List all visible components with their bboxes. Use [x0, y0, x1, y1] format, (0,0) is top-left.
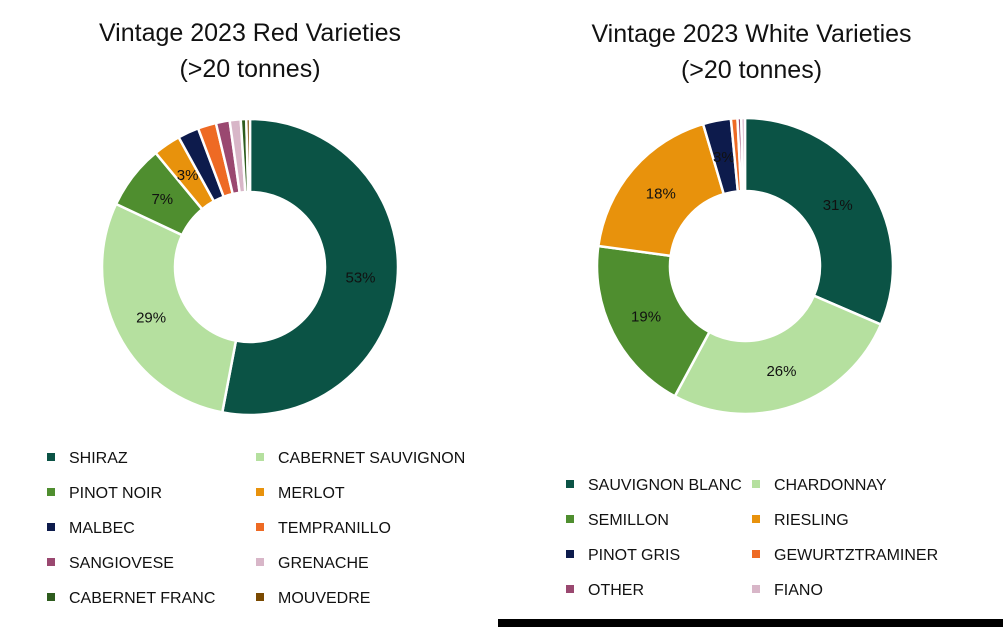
legend-swatch — [256, 523, 264, 531]
slice-label-sauvignon-blanc: 31% — [823, 197, 853, 214]
legend-label: MERLOT — [278, 485, 345, 502]
legend-swatch — [752, 550, 760, 558]
legend-item-cabernet-sauvignon: CABERNET SAUVIGNON — [256, 449, 465, 469]
legend-label: SHIRAZ — [69, 450, 128, 467]
legend-label: SEMILLON — [588, 512, 669, 529]
legend-label: CABERNET FRANC — [69, 590, 215, 607]
slice-fiano — [741, 118, 745, 191]
legend-item-other: OTHER — [566, 581, 644, 601]
legend-label: OTHER — [588, 582, 644, 599]
legend-label: GRENACHE — [278, 555, 369, 572]
legend-label: CHARDONNAY — [774, 477, 887, 494]
legend-swatch — [47, 558, 55, 566]
legend-item-malbec: MALBEC — [47, 519, 135, 539]
legend-label: PINOT GRIS — [588, 547, 680, 564]
legend-swatch — [256, 488, 264, 496]
slice-label-pinot-gris: 3% — [713, 149, 735, 166]
legend-label: SANGIOVESE — [69, 555, 174, 572]
legend-swatch — [752, 480, 760, 488]
bottom-rule — [498, 619, 1003, 627]
legend-swatch — [47, 453, 55, 461]
legend-swatch — [752, 515, 760, 523]
red-donut-chart: 53%29%7%3% — [0, 0, 500, 440]
legend-item-shiraz: SHIRAZ — [47, 449, 128, 469]
legend-swatch — [256, 453, 264, 461]
legend-item-pinot-gris: PINOT GRIS — [566, 546, 680, 566]
legend-swatch — [256, 593, 264, 601]
slice-label-pinot-noir: 7% — [151, 191, 173, 208]
legend-label: GEWURTZTRAMINER — [774, 547, 938, 564]
slice-cabernet-sauvignon — [102, 204, 236, 412]
legend-label: FIANO — [774, 582, 823, 599]
slice-label-shiraz: 53% — [345, 269, 375, 286]
white-varieties-panel: Vintage 2023 White Varieties (>20 tonnes… — [500, 0, 1003, 627]
slice-label-chardonnay: 26% — [766, 363, 796, 380]
legend-item-riesling: RIESLING — [752, 511, 849, 531]
red-varieties-panel: Vintage 2023 Red Varieties (>20 tonnes) … — [0, 0, 500, 627]
legend-swatch — [566, 585, 574, 593]
legend-label: MOUVEDRE — [278, 590, 370, 607]
legend-item-merlot: MERLOT — [256, 484, 345, 504]
legend-item-mouvedre: MOUVEDRE — [256, 589, 370, 609]
slice-mouvedre — [246, 119, 250, 192]
legend-item-semillon: SEMILLON — [566, 511, 669, 531]
legend-item-sauvignon-blanc: SAUVIGNON BLANC — [566, 476, 742, 496]
legend-label: MALBEC — [69, 520, 135, 537]
legend-swatch — [566, 480, 574, 488]
legend-swatch — [47, 488, 55, 496]
legend-item-grenache: GRENACHE — [256, 554, 369, 574]
legend-swatch — [566, 550, 574, 558]
legend-item-sangiovese: SANGIOVESE — [47, 554, 174, 574]
legend-swatch — [47, 523, 55, 531]
legend-item-gewurtztraminer: GEWURTZTRAMINER — [752, 546, 938, 566]
legend-swatch — [566, 515, 574, 523]
slice-label-riesling: 18% — [646, 186, 676, 203]
slice-label-semillon: 19% — [631, 308, 661, 325]
legend-item-fiano: FIANO — [752, 581, 823, 601]
legend-label: CABERNET SAUVIGNON — [278, 450, 465, 467]
slice-label-cabernet-sauvignon: 29% — [136, 309, 166, 326]
slice-chardonnay — [675, 296, 881, 414]
legend-item-cabernet-franc: CABERNET FRANC — [47, 589, 215, 609]
slice-sauvignon-blanc — [745, 118, 893, 325]
legend-swatch — [47, 593, 55, 601]
legend-item-chardonnay: CHARDONNAY — [752, 476, 887, 496]
legend-label: TEMPRANILLO — [278, 520, 391, 537]
legend-swatch — [256, 558, 264, 566]
legend-item-tempranillo: TEMPRANILLO — [256, 519, 391, 539]
legend-label: PINOT NOIR — [69, 485, 162, 502]
legend-label: SAUVIGNON BLANC — [588, 477, 742, 494]
legend-label: RIESLING — [774, 512, 849, 529]
legend-item-pinot-noir: PINOT NOIR — [47, 484, 162, 504]
white-donut-chart: 31% 26% 19% 18% 3% — [500, 0, 1003, 440]
legend-swatch — [752, 585, 760, 593]
